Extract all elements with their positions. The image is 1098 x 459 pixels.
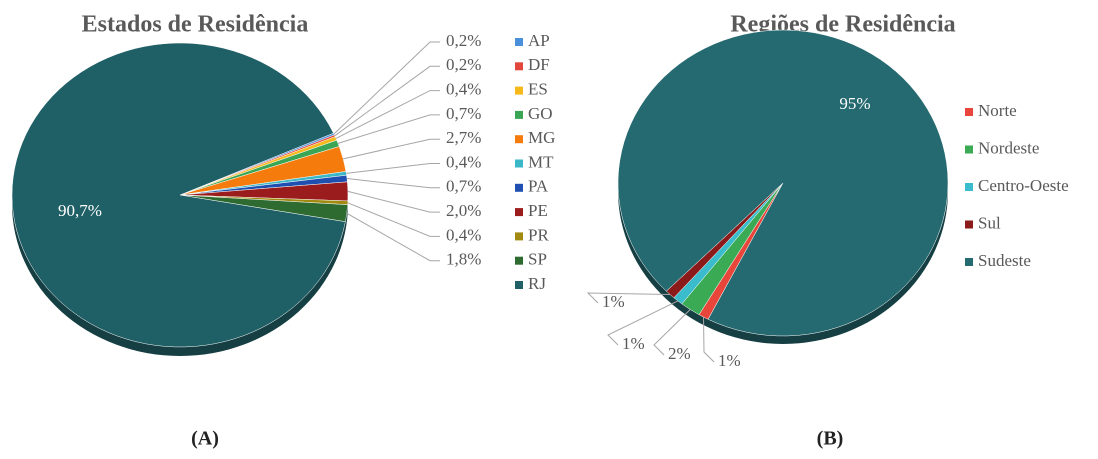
chart-title: Estados de Residência bbox=[82, 12, 309, 38]
data-label: 1% bbox=[602, 292, 625, 311]
legend-label: Centro-Oeste bbox=[978, 176, 1069, 195]
leader-line bbox=[607, 300, 679, 346]
panel-caption: (A) bbox=[191, 428, 219, 450]
leader-line bbox=[347, 202, 440, 237]
legend-label: PR bbox=[528, 225, 549, 244]
leader-line bbox=[346, 163, 440, 174]
legend-swatch bbox=[515, 110, 523, 119]
leader-line bbox=[653, 309, 691, 356]
pie-slice bbox=[617, 29, 949, 337]
legend-label: DF bbox=[528, 55, 550, 74]
data-label: 0,4% bbox=[446, 152, 481, 171]
legend-swatch bbox=[965, 108, 973, 116]
legend-label: RJ bbox=[528, 274, 546, 293]
data-label: 2,0% bbox=[446, 201, 481, 220]
data-label: 1% bbox=[622, 334, 645, 353]
legend-swatch bbox=[515, 159, 523, 168]
leader-line bbox=[334, 65, 440, 137]
legend-label: Sudeste bbox=[978, 251, 1031, 270]
legend-label: PE bbox=[528, 201, 548, 220]
leader-line bbox=[333, 41, 440, 135]
legend-swatch bbox=[515, 232, 523, 241]
data-label: 90,7% bbox=[58, 201, 102, 220]
legend-swatch bbox=[515, 281, 523, 289]
legend-swatch bbox=[965, 183, 973, 191]
leader-line bbox=[703, 317, 715, 363]
legend-label: MG bbox=[528, 128, 555, 147]
legend-swatch bbox=[515, 256, 523, 265]
legend-label: Norte bbox=[978, 101, 1017, 120]
legend-label: PA bbox=[528, 177, 549, 196]
legend-swatch bbox=[515, 183, 523, 192]
legend-swatch bbox=[515, 62, 523, 71]
data-label: 1% bbox=[718, 351, 741, 370]
data-label: 0,2% bbox=[446, 55, 481, 74]
data-label: 95% bbox=[839, 94, 870, 113]
data-label: 0,4% bbox=[446, 80, 481, 99]
leader-line bbox=[337, 114, 440, 144]
leader-line bbox=[586, 292, 671, 304]
legend-swatch bbox=[515, 86, 523, 95]
data-label: 2,7% bbox=[446, 128, 481, 147]
legend-label: Nordeste bbox=[978, 138, 1039, 157]
legend-swatch bbox=[965, 258, 973, 266]
legend-label: SP bbox=[528, 250, 547, 269]
leader-line bbox=[346, 212, 440, 262]
leader-line bbox=[347, 190, 440, 213]
legend-label: Sul bbox=[978, 213, 1001, 232]
legend-swatch bbox=[515, 38, 523, 46]
data-label: 0,7% bbox=[446, 177, 481, 196]
data-label: 2% bbox=[668, 344, 691, 363]
panel-caption: (B) bbox=[817, 428, 844, 450]
data-label: 1,8% bbox=[446, 250, 481, 269]
legend-label: ES bbox=[528, 80, 548, 99]
legend-swatch bbox=[965, 220, 973, 229]
legend-label: AP bbox=[528, 31, 550, 50]
legend-label: GO bbox=[528, 104, 553, 123]
leader-line bbox=[343, 138, 440, 160]
legend-label: MT bbox=[528, 152, 554, 171]
data-label: 0,4% bbox=[446, 225, 481, 244]
data-label: 0,7% bbox=[446, 104, 481, 123]
legend-swatch bbox=[515, 208, 523, 217]
leader-line bbox=[346, 178, 440, 189]
leader-line bbox=[335, 90, 440, 139]
legend-swatch bbox=[515, 135, 523, 144]
pie-slice bbox=[11, 42, 346, 348]
data-label: 0,2% bbox=[446, 31, 481, 50]
legend-swatch bbox=[965, 145, 973, 154]
